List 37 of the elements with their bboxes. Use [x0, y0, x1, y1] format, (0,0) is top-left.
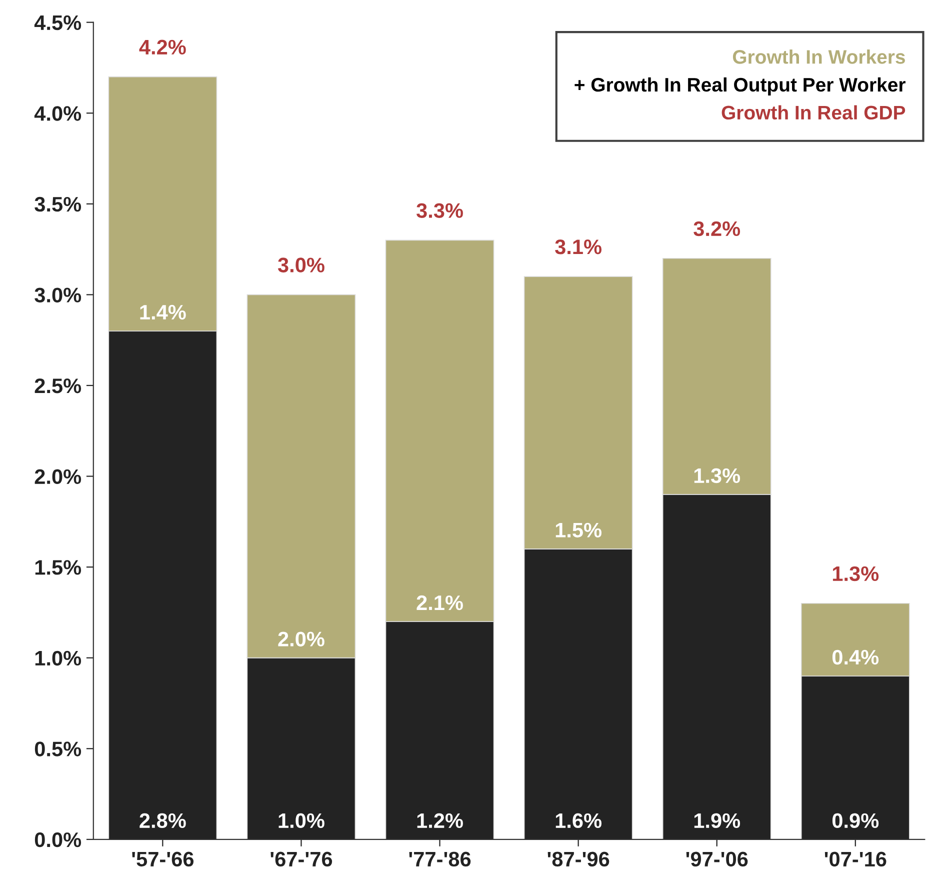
- total-label: 1.3%: [832, 566, 879, 582]
- data-label: 1.9%: [694, 813, 740, 828]
- data-label: 0.9%: [832, 813, 879, 828]
- y-tick-label: 1.0%: [35, 650, 82, 666]
- x-tick-label: '67-'76: [270, 852, 332, 867]
- y-tick-label: 1.5%: [35, 560, 82, 575]
- y-tick-label: 0.0%: [34, 832, 82, 848]
- y-tick-label: 2.0%: [34, 469, 82, 484]
- annotation: Growth In Real GDP: [722, 105, 906, 120]
- x-tick-label: '77-'86: [409, 852, 471, 867]
- text: + Growth In Real Output Per Worker: [574, 77, 906, 96]
- text: Growth In Workers: [732, 50, 905, 64]
- total-label: 3.2%: [694, 221, 740, 236]
- data-label: 1.5%: [556, 522, 602, 538]
- data-label: 1.6%: [556, 813, 602, 828]
- data-label: 2.8%: [140, 813, 186, 828]
- x-tick-label: '57-'66: [132, 852, 194, 867]
- x-tick-label: '87-'96: [548, 852, 610, 867]
- total-label: 4.2%: [139, 40, 186, 54]
- y-tick-label: 2.5%: [34, 378, 82, 394]
- data-label: 1.4%: [140, 304, 186, 320]
- y-tick-label: 3.5%: [34, 196, 82, 212]
- total-label: 3.3%: [416, 203, 463, 218]
- total-label: 3.1%: [555, 240, 602, 254]
- data-label: 1.2%: [417, 813, 463, 828]
- x-tick-label: '07-'16: [824, 852, 886, 867]
- data-label: 2.0%: [278, 632, 324, 646]
- y-tick-label: 4.5%: [34, 15, 82, 30]
- data-label: 1.0%: [278, 813, 324, 828]
- x-tick-label: '97-'06: [686, 852, 748, 867]
- data-label: 1.3%: [694, 468, 740, 484]
- total-label: 3.0%: [278, 258, 324, 272]
- y-tick-label: 3.0%: [34, 288, 82, 302]
- y-tick-label: 4.0%: [34, 106, 82, 121]
- y-tick-label: 0.5%: [34, 742, 82, 756]
- data-label: 0.4%: [832, 650, 879, 665]
- data-label: 2.1%: [416, 595, 463, 610]
